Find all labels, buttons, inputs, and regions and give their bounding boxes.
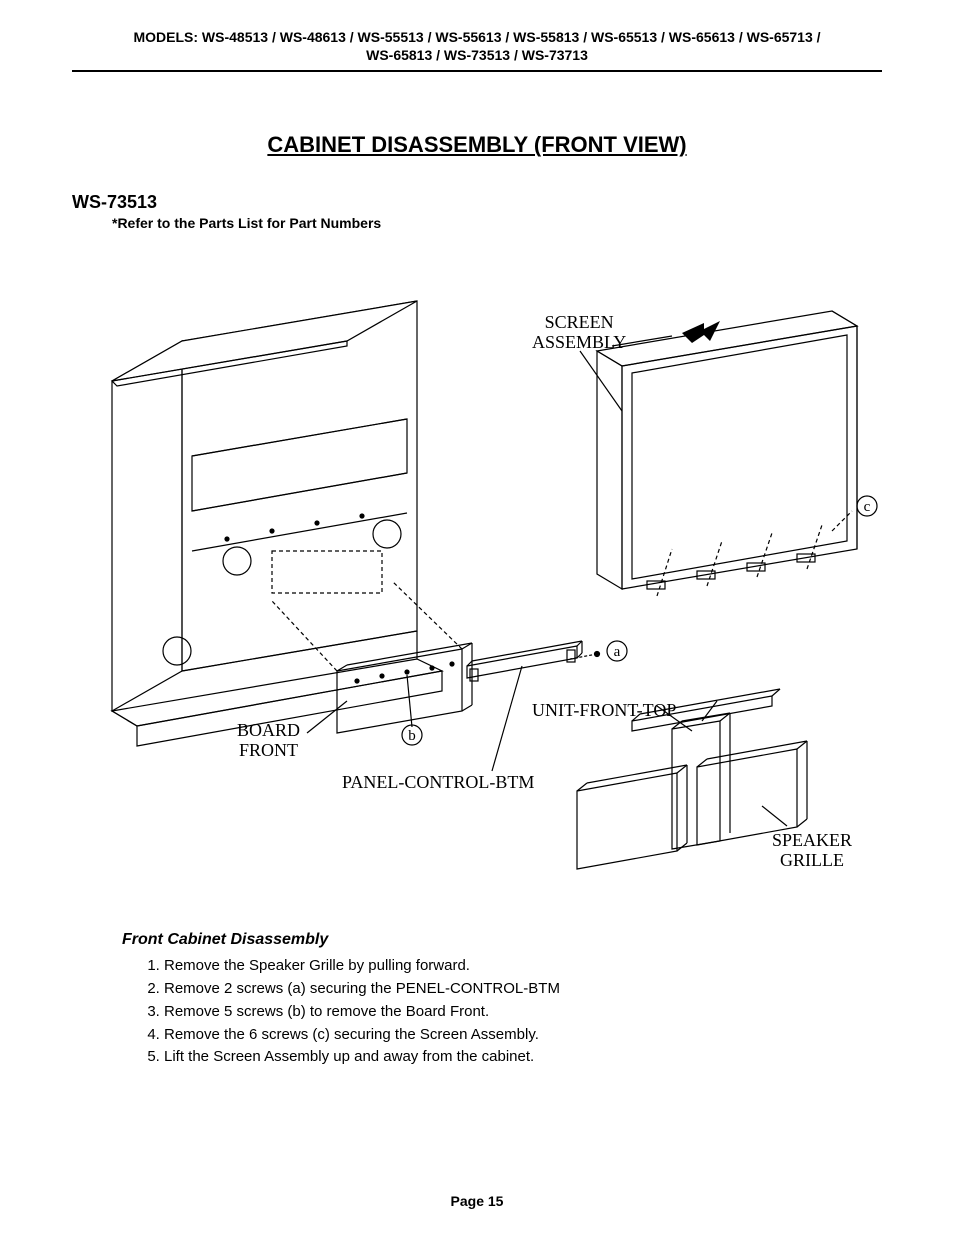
step-3: Remove 5 screws (b) to remove the Board … <box>164 1001 882 1023</box>
leader-lines <box>307 336 787 826</box>
label-unit-front-top: UNIT-FRONT-TOP <box>532 701 676 721</box>
refer-note: *Refer to the Parts List for Part Number… <box>112 215 882 231</box>
step-4: Remove the 6 screws (c) securing the Scr… <box>164 1024 882 1046</box>
steps-heading: Front Cabinet Disassembly <box>122 931 882 949</box>
label-panel-control-btm: PANEL-CONTROL-BTM <box>342 773 534 793</box>
exploded-diagram: a b c SCREENASSEMBLY BOARDFRONT PANEL-CO… <box>72 251 882 891</box>
callout-b-text: b <box>408 728 416 744</box>
diagram-svg: a b c <box>72 251 882 891</box>
models-header: MODELS: WS-48513 / WS-48613 / WS-55513 /… <box>72 28 882 72</box>
label-screen-assembly: SCREENASSEMBLY <box>532 313 626 353</box>
header-line-2: WS-65813 / WS-73513 / WS-73713 <box>72 46 882 64</box>
panel-control-btm-part <box>467 641 582 681</box>
page-title: CABINET DISASSEMBLY (FRONT VIEW) <box>72 132 882 158</box>
step-1: Remove the Speaker Grille by pulling for… <box>164 955 882 977</box>
page-number: Page 15 <box>0 1193 954 1209</box>
callout-c-text: c <box>864 499 871 515</box>
header-line-1: MODELS: WS-48513 / WS-48613 / WS-55513 /… <box>72 28 882 46</box>
callout-a-text: a <box>614 644 621 660</box>
cabinet-body <box>112 301 442 746</box>
arrow-icon <box>682 321 720 343</box>
screen-assembly-part <box>597 311 857 596</box>
label-speaker-grille: SPEAKERGRILLE <box>772 831 852 871</box>
board-front-part <box>272 581 472 733</box>
step-5: Lift the Screen Assembly up and away fro… <box>164 1046 882 1068</box>
label-board-front: BOARDFRONT <box>237 721 300 761</box>
steps-list: Remove the Speaker Grille by pulling for… <box>164 955 882 1068</box>
step-2: Remove 2 screws (a) securing the PENEL-C… <box>164 978 882 1000</box>
model-number: WS-73513 <box>72 192 882 213</box>
